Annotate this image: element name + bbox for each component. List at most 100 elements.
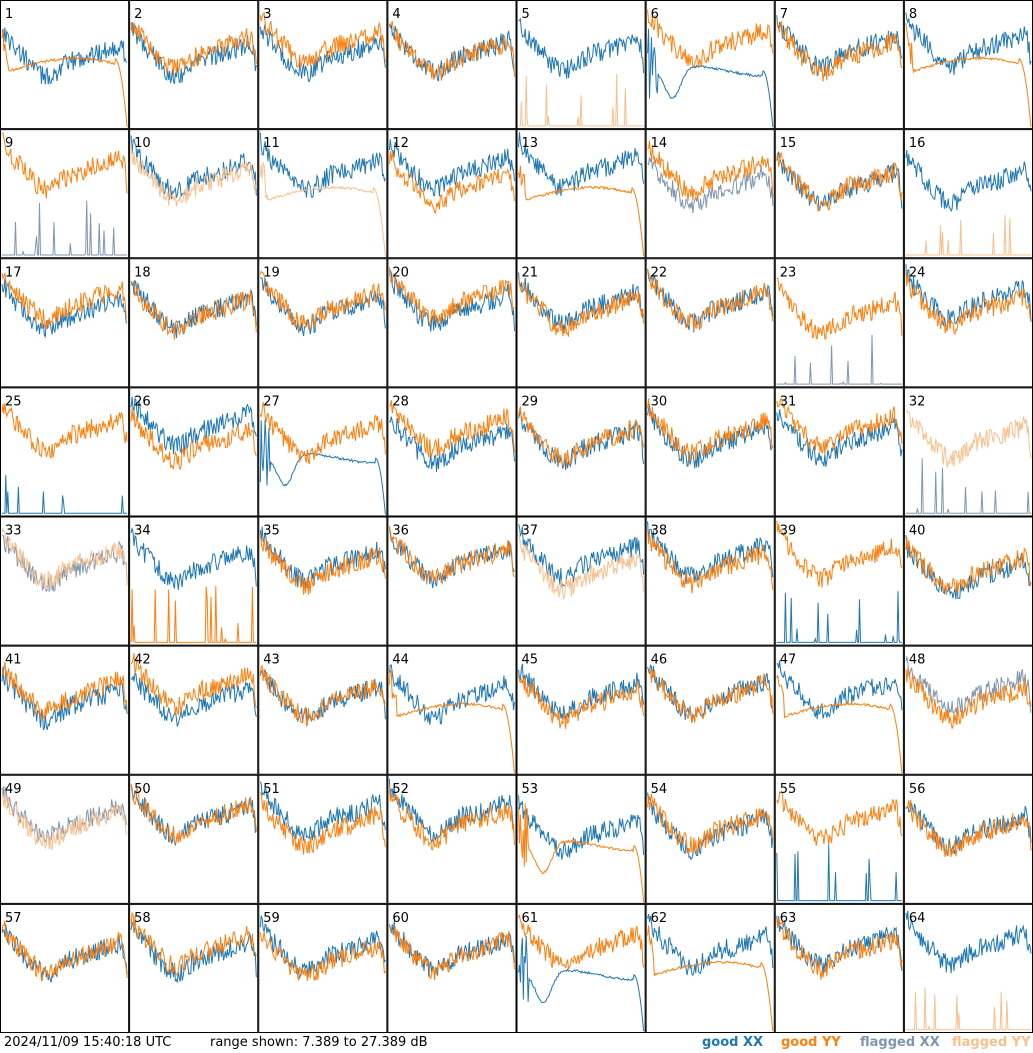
series-good-xx [1,27,128,85]
panel-frame [258,774,388,904]
series-good-xx [388,664,515,725]
series-good-yy [518,406,645,467]
panel-frame [774,387,904,517]
panel-label: 27 [263,394,280,409]
series-good-xx [647,521,774,585]
panel-label: 47 [780,653,797,668]
series-good-yy [130,586,257,643]
series-good-yy [647,925,774,1032]
series-good-yy [647,528,774,594]
panel-frame [129,516,259,646]
panel-label: 55 [780,782,797,797]
panel-label: 56 [909,782,926,797]
panel-51: 51 [258,774,388,904]
series-good-xx [130,528,257,590]
series-flagged-yy [1,791,128,851]
panel-label: 26 [134,394,151,409]
panel-frame [645,258,775,388]
series-flagged-yy [518,73,644,127]
panel-60: 60 [387,903,517,1033]
panel-label: 11 [263,136,280,151]
panel-41: 41 [0,645,130,775]
series-flagged-yy [259,162,386,257]
panel-frame [258,129,388,259]
series-good-xx [905,910,1032,974]
panel-frame [774,258,904,388]
series-good-yy [518,803,645,902]
panel-55: 55 [774,774,904,904]
panel-label: 28 [392,394,409,409]
panel-frame [516,387,646,517]
panel-26: 26 [129,387,259,517]
series-good-yy [130,911,257,976]
panel-5: 5 [516,0,646,130]
legend-flagged-yy: flagged YY [952,1035,1031,1050]
series-good-yy [388,20,515,81]
series-good-yy [259,401,386,464]
series-good-yy [388,267,515,325]
series-good-xx [388,23,515,82]
panel-6: 6 [645,0,775,130]
series-good-yy [776,18,903,82]
series-good-yy [905,799,1032,858]
series-good-xx [905,803,1032,856]
panel-48: 48 [903,645,1033,775]
panel-frame [645,516,775,646]
legend-good-yy: good YY [781,1035,841,1050]
panel-label: 30 [651,394,668,409]
panel-frame [0,129,130,259]
legend-flagged-xx: flagged XX [860,1035,940,1050]
panel-label: 42 [134,653,151,668]
series-good-xx [647,664,774,724]
panel-label: 1 [5,7,13,22]
series-good-yy [647,793,774,856]
panel-17: 17 [0,258,130,388]
panel-frame [0,387,130,517]
series-good-yy [388,151,515,215]
series-flagged-yy [905,214,1031,256]
panel-43: 43 [258,645,388,775]
panel-42: 42 [129,645,259,775]
panel-label: 16 [909,136,926,151]
panel-label: 2 [134,7,142,22]
legend-good-xx: good XX [702,1035,764,1050]
series-good-yy [905,270,1032,336]
panel-label: 15 [780,136,797,151]
panel-frame [387,258,517,388]
panel-label: 19 [263,265,280,280]
panel-label: 21 [522,265,539,280]
panel-38: 38 [645,516,775,646]
panel-label: 8 [909,7,917,22]
panel-50: 50 [129,774,259,904]
panel-29: 29 [516,387,646,517]
series-good-yy [905,536,1032,595]
series-good-yy [259,533,386,595]
panel-label: 40 [909,524,926,539]
panel-35: 35 [258,516,388,646]
panel-label: 64 [909,911,926,926]
panel-frame [129,129,259,259]
series-good-yy [905,668,1032,730]
panel-12: 12 [387,129,517,259]
series-good-xx [259,23,386,83]
panel-frame [903,774,1033,904]
panel-28: 28 [387,387,517,517]
series-good-yy [259,11,386,69]
panel-61: 61 [516,903,646,1033]
panel-56: 56 [903,774,1033,904]
series-good-xx [259,132,386,199]
panel-frame [0,258,130,388]
panel-frame [774,516,904,646]
series-good-xx [259,915,386,980]
panel-2: 2 [129,0,259,130]
series-flagged-yy [905,987,1031,1031]
series-good-yy [518,675,645,730]
panel-44: 44 [387,645,517,775]
panel-11: 11 [258,129,388,259]
panel-label: 13 [522,136,539,151]
panel-47: 47 [774,645,904,775]
panel-27: 27 [258,387,388,517]
panel-13: 13 [516,129,646,259]
panel-22: 22 [645,258,775,388]
panel-label: 9 [5,136,13,151]
